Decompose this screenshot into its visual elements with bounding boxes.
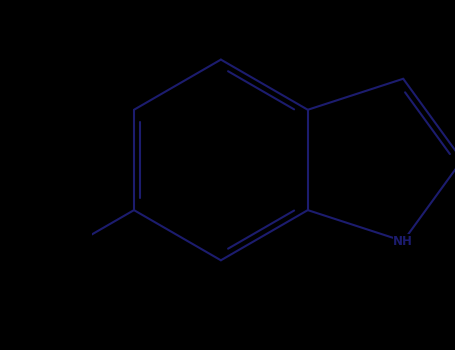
Text: NH: NH (393, 234, 413, 248)
